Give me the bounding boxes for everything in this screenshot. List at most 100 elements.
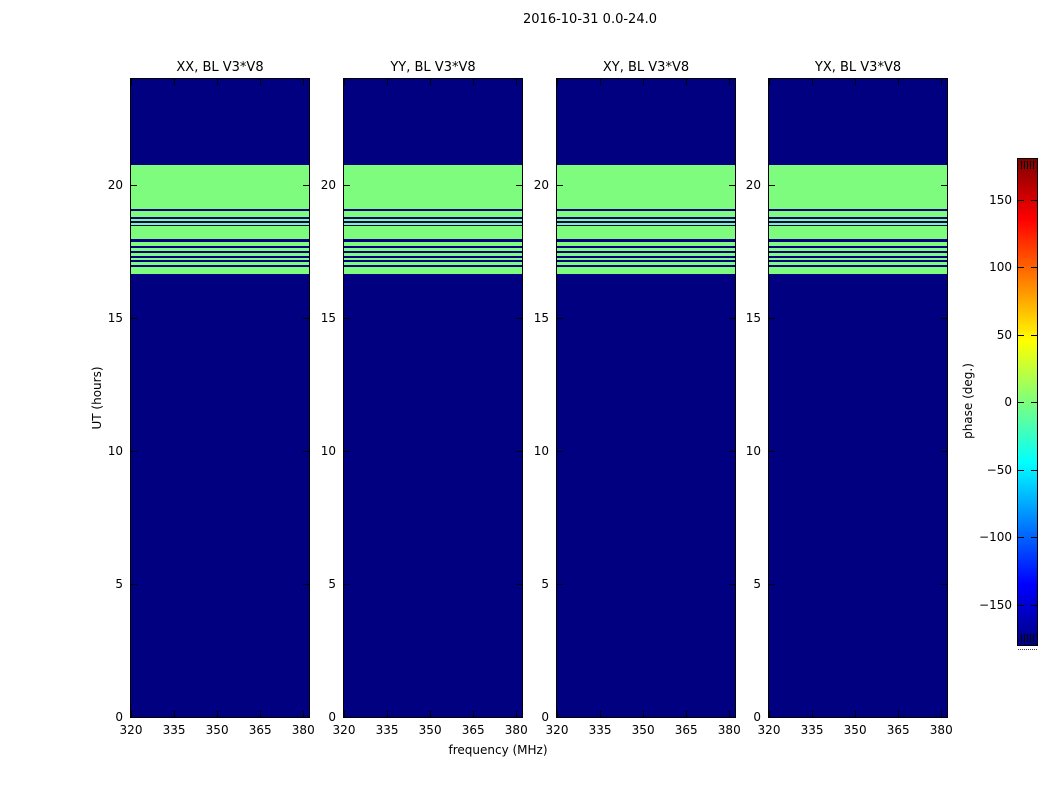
band-gap-stripe <box>557 208 735 211</box>
x-tick <box>303 79 305 85</box>
x-tick <box>344 79 345 85</box>
y-axis-label: UT (hours) <box>90 366 104 430</box>
panel-title: YX, BL V3*V8 <box>814 60 902 75</box>
x-tick <box>729 711 731 717</box>
heatmap-panel-yy: YY, BL V3*V8 320 335 350 365 380 0 5 10 15 20 <box>321 60 528 737</box>
x-tick <box>473 711 475 717</box>
y-tick-label: 5 <box>541 577 549 592</box>
colorbar-tick <box>1031 469 1037 471</box>
heatmap-panel-yx: YX, BL V3*V8 320 335 350 365 380 0 5 10 15 20 <box>746 60 953 737</box>
y-tick <box>557 318 563 320</box>
x-tick <box>812 711 814 717</box>
colorbar-tick <box>1031 537 1037 538</box>
x-tick <box>131 711 132 717</box>
band-gap-stripe <box>557 216 735 219</box>
x-tick <box>260 711 262 717</box>
y-tick <box>131 451 137 453</box>
band-gap-stripe <box>344 238 522 243</box>
y-tick <box>516 584 522 586</box>
colorbar-tick-label: 50 <box>996 327 1012 342</box>
x-tick <box>769 711 770 717</box>
y-tick-label: 10 <box>320 444 336 459</box>
colorbar-axis-label: phase (deg.) <box>961 363 975 439</box>
x-tick-label: 365 <box>248 723 272 737</box>
panel-title: YY, BL V3*V8 <box>390 60 476 75</box>
x-tick-label: 335 <box>588 723 612 737</box>
y-tick <box>344 717 350 718</box>
x-tick-label: 320 <box>332 723 356 737</box>
colorbar-gradient <box>1018 159 1037 645</box>
band-gap-stripe <box>344 260 522 263</box>
x-tick <box>898 711 900 717</box>
x-tick-label: 380 <box>504 723 528 737</box>
y-tick <box>303 717 309 718</box>
colorbar-tick-label: −100 <box>979 530 1012 544</box>
y-tick <box>769 584 775 586</box>
y-tick <box>941 717 947 718</box>
band-gap-stripe <box>557 250 735 253</box>
band-gap-stripe <box>344 224 522 226</box>
y-tick <box>516 451 522 453</box>
x-tick <box>941 711 943 717</box>
colorbar-tick <box>1018 199 1024 201</box>
x-tick-label: 335 <box>800 723 824 737</box>
colorbar-dotted-edge <box>1018 649 1037 650</box>
x-tick-label: 320 <box>119 723 143 737</box>
colorbar-tick-label: −50 <box>986 462 1012 477</box>
colorbar-tick <box>1018 267 1024 268</box>
y-tick <box>769 717 775 718</box>
x-tick <box>855 711 857 717</box>
band-gap-stripe <box>131 245 309 249</box>
colorbar-tick-label: −150 <box>979 597 1012 612</box>
band-gap-stripe <box>769 220 947 223</box>
band-gap-stripe <box>131 260 309 263</box>
band-gap-stripe <box>344 216 522 219</box>
colorbar: 150 100 50 0 −50 −100 −150 <box>979 158 1038 650</box>
y-tick <box>344 584 350 586</box>
y-tick <box>344 451 350 453</box>
x-tick <box>174 711 176 717</box>
band-gap-stripe <box>769 255 947 258</box>
colorbar-tick <box>1018 537 1024 538</box>
y-tick <box>303 451 309 453</box>
y-tick <box>729 318 735 320</box>
x-tick <box>557 711 558 717</box>
x-tick-label: 320 <box>545 723 569 737</box>
band-gap-stripe <box>131 250 309 253</box>
figure-title: 2016-10-31 0.0-24.0 <box>523 12 657 27</box>
y-tick <box>516 185 522 187</box>
band-gap-stripe <box>557 264 735 268</box>
band-gap-stripe <box>131 208 309 211</box>
band-gap-stripe <box>557 255 735 258</box>
heatmap-panel-xx: XX, BL V3*V8 320 335 350 365 380 0 5 10 15 20 UT (h… <box>90 60 315 737</box>
band-gap-stripe <box>344 250 522 253</box>
colorbar-tick-label: 150 <box>989 192 1012 207</box>
colorbar-tick <box>1031 604 1037 606</box>
band-gap-stripe <box>769 238 947 243</box>
y-tick-label: 0 <box>753 710 761 724</box>
y-tick-label: 15 <box>533 311 549 326</box>
heatmap-panel-xy: XY, BL V3*V8 320 335 350 365 380 0 5 10 15 20 <box>534 60 741 737</box>
x-tick <box>303 711 305 717</box>
y-tick-label: 20 <box>320 178 336 193</box>
colorbar-bottom-hatch-marks <box>1021 634 1034 642</box>
colorbar-tick <box>1031 402 1037 403</box>
x-tick <box>217 79 219 85</box>
y-tick <box>557 717 563 718</box>
x-axis-label: frequency (MHz) <box>448 743 548 757</box>
band-gap-stripe <box>131 224 309 226</box>
x-tick <box>812 79 814 85</box>
y-tick-label: 10 <box>107 444 123 459</box>
band-gap-stripe <box>131 264 309 268</box>
band-gap-stripe <box>769 250 947 253</box>
x-tick-label: 335 <box>375 723 399 737</box>
y-tick <box>516 318 522 320</box>
colorbar-tick <box>1018 334 1024 336</box>
colorbar-tick <box>1018 604 1024 606</box>
colorbar-tick <box>1031 334 1037 336</box>
colorbar-tick-label: 0 <box>1004 395 1012 409</box>
band-gap-stripe <box>769 224 947 226</box>
band-gap-stripe <box>131 220 309 223</box>
x-tick-label: 380 <box>717 723 741 737</box>
